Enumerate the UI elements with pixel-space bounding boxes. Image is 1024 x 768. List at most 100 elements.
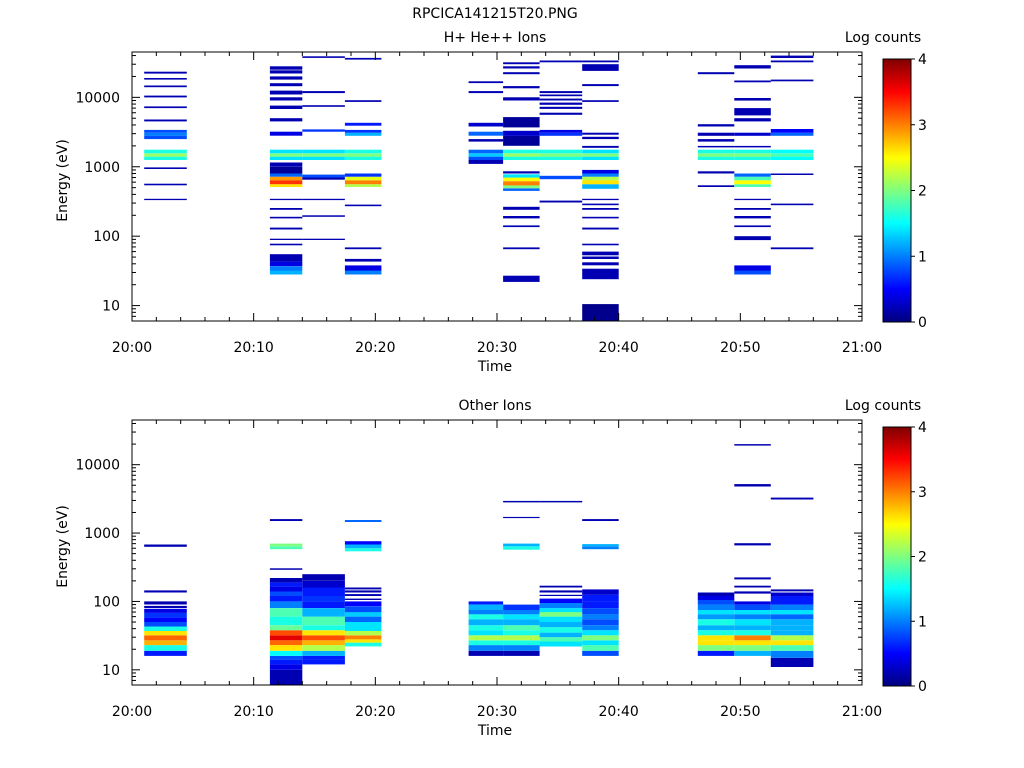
energy-bin-cell (539, 60, 583, 63)
energy-bin-cell (503, 275, 540, 278)
energy-bin-cell (468, 645, 504, 651)
energy-bin-cell (269, 616, 303, 626)
energy-bin-cell (503, 86, 540, 89)
energy-bin-cell (539, 106, 583, 109)
energy-bin-cell (144, 612, 187, 618)
energy-bin-cell (503, 185, 540, 189)
x-tick-label: 20:50 (720, 704, 760, 720)
energy-bin-cell (770, 173, 814, 175)
energy-bin-cell (582, 243, 619, 246)
energy-bin-cell (269, 586, 303, 592)
energy-bin-cell (697, 635, 735, 641)
energy-bin-cell (269, 630, 303, 636)
energy-bin-cell (344, 616, 382, 622)
energy-bin-cell (539, 98, 583, 101)
x-axis-label: Time (477, 723, 512, 739)
energy-bin-cell (344, 601, 382, 607)
energy-bin-cell (503, 500, 540, 503)
energy-bin-cell (144, 71, 187, 74)
energy-bin-cell (770, 600, 814, 605)
energy-bin-cell (582, 100, 619, 102)
energy-bin-cell (344, 598, 382, 600)
energy-bin-cell (269, 608, 303, 617)
energy-bin-cell (582, 262, 619, 266)
x-tick-label: 20:30 (477, 704, 517, 720)
energy-bin-cell (144, 106, 187, 109)
x-tick-label: 21:00 (842, 704, 882, 720)
energy-bin-cell (503, 650, 540, 656)
energy-bin-cell (302, 650, 345, 656)
energy-bin-cell (468, 650, 504, 656)
energy-bin-cell (269, 650, 303, 656)
energy-bin-cell (697, 139, 735, 142)
energy-bin-cell (770, 635, 814, 641)
energy-bin-cell (734, 601, 771, 605)
panel-title: Other Ions (458, 398, 531, 414)
y-axis-label: Energy (eV) (55, 505, 71, 588)
energy-bin-cell (734, 270, 771, 275)
y-tick-label: 10000 (75, 458, 120, 474)
energy-bin-cell (697, 614, 735, 620)
colorbar-tick-label: 3 (918, 118, 927, 134)
energy-bin-cell (582, 619, 619, 626)
energy-bin-cell (302, 601, 345, 608)
energy-bin-cell (269, 216, 303, 219)
energy-bin-cell (539, 590, 583, 593)
energy-bin-cell (468, 625, 504, 631)
energy-bin-cell (269, 149, 303, 154)
energy-bin-cell (302, 645, 345, 651)
energy-bin-cell (269, 266, 303, 271)
energy-bin-cell (539, 112, 583, 115)
energy-bin-cell (344, 153, 382, 157)
energy-bin-cell (539, 132, 583, 136)
energy-bin-cell (344, 176, 382, 181)
energy-bin-cell (539, 612, 583, 617)
x-tick-label: 21:00 (842, 340, 882, 356)
energy-bin-cell (539, 149, 583, 154)
energy-bin-cell (582, 180, 619, 185)
energy-bin-cell (503, 66, 540, 69)
energy-bin-cell (770, 497, 814, 500)
spectrogram-cells (144, 444, 814, 685)
energy-bin-cell (503, 546, 540, 550)
energy-bin-cell (269, 76, 303, 80)
energy-bin-cell (344, 541, 382, 545)
energy-bin-cell (344, 520, 382, 522)
energy-bin-cell (770, 619, 814, 626)
y-tick-label: 10 (102, 299, 120, 315)
y-axis-label: Energy (eV) (55, 139, 71, 222)
energy-bin-cell (697, 171, 735, 174)
energy-bin-cell (582, 251, 619, 256)
x-tick-label: 20:50 (720, 340, 760, 356)
energy-bin-cell (539, 594, 583, 596)
energy-bin-cell (344, 606, 382, 613)
energy-bin-cell (734, 184, 771, 187)
energy-bin-cell (344, 622, 382, 627)
energy-bin-cell (344, 639, 382, 643)
energy-bin-cell (503, 619, 540, 626)
energy-bin-cell (734, 236, 771, 241)
energy-bin-cell (344, 631, 382, 636)
energy-bin-cell (344, 612, 382, 617)
energy-bin-cell (697, 640, 735, 646)
energy-bin-cell (344, 184, 382, 187)
energy-bin-cell (697, 619, 735, 626)
energy-bin-cell (582, 625, 619, 631)
colorbar (882, 426, 912, 687)
energy-bin-cell (144, 590, 187, 593)
y-tick-label: 1000 (84, 526, 120, 542)
energy-bin-cell (344, 587, 382, 590)
energy-bin-cell (770, 247, 814, 250)
energy-bin-cell (344, 149, 382, 154)
energy-bin-cell (582, 519, 619, 521)
energy-bin-cell (770, 153, 814, 157)
energy-bin-cell (302, 153, 345, 157)
energy-bin-cell (302, 635, 345, 641)
energy-bin-cell (269, 625, 303, 631)
energy-bin-cell (144, 135, 187, 140)
energy-bin-cell (539, 632, 583, 638)
energy-bin-cell (344, 270, 382, 275)
energy-bin-cell (697, 592, 735, 596)
energy-bin-cell (503, 117, 540, 128)
